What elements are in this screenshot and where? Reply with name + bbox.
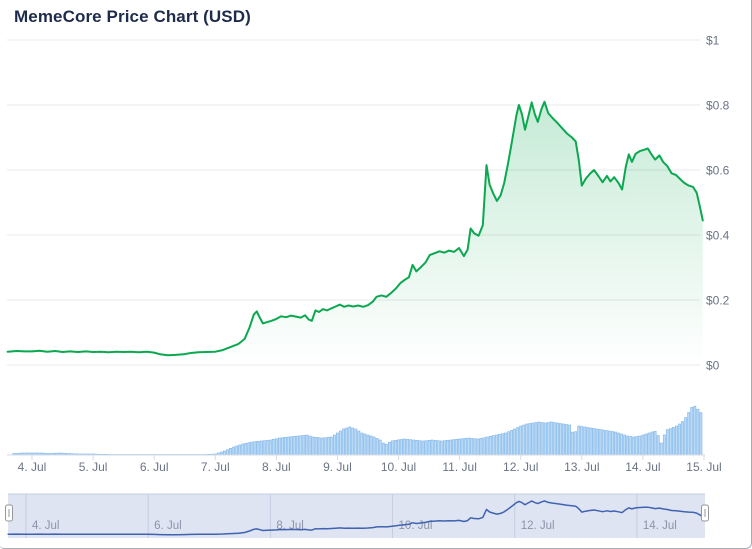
volume-bars[interactable]: [12, 405, 703, 456]
y-axis-label: $0.4: [706, 229, 730, 243]
x-axis-label: 6. Jul: [140, 460, 169, 474]
navigator-label: 14. Jul: [643, 520, 677, 532]
x-axis-label: 7. Jul: [201, 460, 230, 474]
y-axis-label: $0.6: [706, 164, 730, 178]
x-axis-label: 13. Jul: [564, 460, 599, 474]
y-axis-label: $1: [706, 34, 720, 48]
navigator-label: 4. Jul: [32, 520, 60, 532]
navigator-selected-range[interactable]: [8, 494, 705, 538]
price-line-series[interactable]: [6, 100, 704, 357]
x-axis-label: 15. Jul: [686, 460, 721, 474]
navigator-label: 12. Jul: [521, 520, 555, 532]
navigator-line-series: [7, 500, 704, 536]
chart-title: MemeCore Price Chart (USD): [14, 7, 251, 26]
x-axis-label: 4. Jul: [18, 460, 47, 474]
navigator-left-handle[interactable]: [5, 504, 13, 522]
navigator-label: 6. Jul: [154, 520, 182, 532]
x-axis-label: 5. Jul: [79, 460, 108, 474]
x-axis-ticks: [31, 455, 705, 460]
x-axis-label: 14. Jul: [625, 460, 660, 474]
x-axis-label: 9. Jul: [323, 460, 352, 474]
price-area-fill: [7, 101, 703, 366]
x-axis-labels: 4. Jul 5. Jul 6. Jul 7. Jul 8. Jul 9. Jul 10. …: [18, 460, 722, 474]
x-axis-label: 10. Jul: [381, 460, 416, 474]
y-axis-label: $0: [706, 359, 720, 373]
y-axis-label: $0.2: [706, 294, 730, 308]
x-axis-label: 11. Jul: [442, 460, 476, 474]
y-axis-labels: $1 $0.8 $0.6 $0.4 $0.2 $0: [706, 34, 730, 373]
x-axis-label: 12. Jul: [503, 460, 538, 474]
y-axis-label: $0.8: [706, 99, 730, 113]
navigator-right-handle[interactable]: [701, 504, 709, 522]
x-axis-label: 8. Jul: [262, 460, 291, 474]
